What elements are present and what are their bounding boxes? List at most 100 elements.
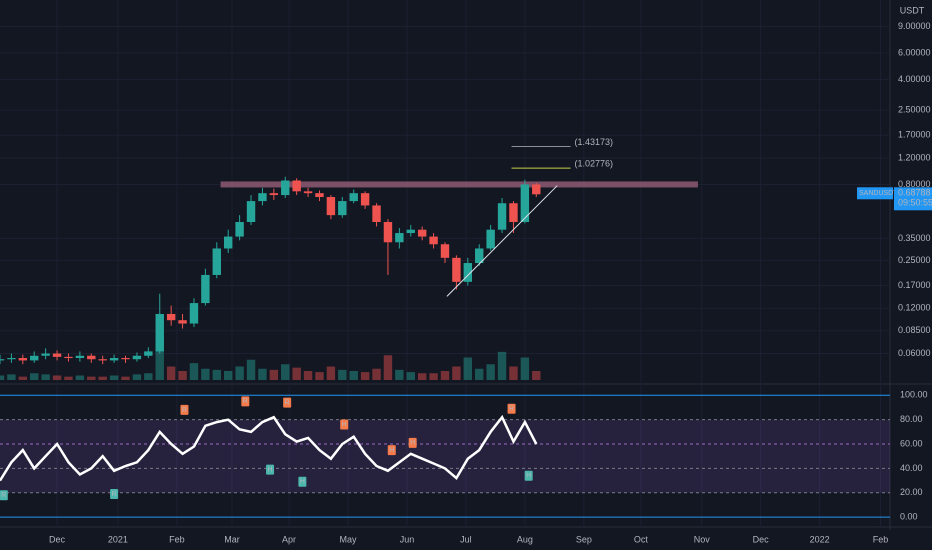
price-tag xyxy=(894,187,932,211)
y-tick-label: 0.12000 xyxy=(898,303,931,313)
volume-bar xyxy=(360,372,370,380)
candle-body xyxy=(155,313,164,352)
candle-body xyxy=(166,313,176,321)
marker xyxy=(524,470,533,481)
candle-body xyxy=(258,193,267,202)
volume-bar xyxy=(497,351,507,380)
x-tick-label: Jul xyxy=(460,534,472,544)
x-tick-label: Jun xyxy=(400,534,415,544)
volume-bar xyxy=(349,371,358,380)
candle-body xyxy=(417,229,427,237)
volume-bar xyxy=(406,372,415,380)
candle-body xyxy=(509,203,518,223)
oscillator-tick-label: 100.00 xyxy=(900,390,928,400)
marker xyxy=(298,476,307,487)
resistance-zone xyxy=(220,181,698,188)
symbol-tag xyxy=(857,187,893,200)
volume-bar xyxy=(166,366,176,380)
volume-bar xyxy=(41,374,50,380)
volume-bar xyxy=(417,373,427,380)
symbol-label: SANDUSDT xyxy=(859,190,898,197)
oscillator-line xyxy=(0,414,538,482)
volume-bar xyxy=(395,369,404,380)
marker-label: H xyxy=(268,466,273,473)
volume-bar xyxy=(258,368,267,380)
volume-bar xyxy=(87,376,96,380)
candle-body xyxy=(64,356,73,359)
volume-bar xyxy=(429,373,438,380)
candle-body xyxy=(292,180,301,192)
marker-label: R xyxy=(243,398,248,405)
candle-body xyxy=(463,263,473,282)
marker-label: H xyxy=(342,421,347,428)
volume-bar xyxy=(178,371,187,380)
candle-body xyxy=(132,355,142,360)
marker xyxy=(387,445,396,456)
candle-body xyxy=(452,257,461,282)
y-tick-label: 4.00000 xyxy=(898,74,931,84)
volume-bar xyxy=(121,376,130,380)
y-tick-label: 0.80000 xyxy=(898,179,931,189)
x-tick-label: Feb xyxy=(873,534,889,544)
x-tick-label: Mar xyxy=(224,534,240,544)
y-tick-label: 2.50000 xyxy=(898,104,931,114)
candle-body xyxy=(7,358,16,360)
x-tick-label: Dec xyxy=(49,534,66,544)
x-tick-label: Dec xyxy=(753,534,770,544)
volume-bar xyxy=(475,368,484,380)
x-tick-label: Nov xyxy=(694,534,711,544)
oscillator-tick-label: 80.00 xyxy=(900,414,923,424)
candle-body xyxy=(246,201,256,223)
candle-body xyxy=(224,236,233,249)
volume-bar xyxy=(452,366,461,380)
y-tick-label: 9.00000 xyxy=(898,21,931,31)
target-label: (1.02776) xyxy=(575,158,614,168)
volume-bar xyxy=(52,375,62,380)
y-tick-label: 0.06000 xyxy=(898,348,931,358)
candle-body xyxy=(281,180,290,196)
volume-bar xyxy=(520,357,530,380)
candle-body xyxy=(201,274,210,304)
volume-bar xyxy=(532,371,541,380)
trendline xyxy=(446,185,558,297)
candle-body xyxy=(30,355,39,361)
volume-bar xyxy=(338,369,347,380)
volume-bar xyxy=(7,374,16,380)
volume-bar xyxy=(0,375,5,380)
y-tick-label: 0.25000 xyxy=(898,255,931,265)
volume-bar xyxy=(155,335,164,380)
volume-bar xyxy=(144,373,153,380)
candle-body xyxy=(486,229,495,249)
candle-body xyxy=(121,358,130,360)
volume-bar xyxy=(509,366,518,380)
volume-bar xyxy=(75,375,85,380)
marker xyxy=(110,488,119,499)
currency-label: USDT xyxy=(900,5,925,15)
candle-body xyxy=(178,320,187,324)
candle-body xyxy=(75,355,85,359)
oscillator-tick-label: 20.00 xyxy=(900,487,923,497)
marker-label: H xyxy=(526,473,531,480)
marker-label: H xyxy=(300,479,305,486)
volume-bar xyxy=(212,369,221,380)
y-tick-label: 1.70000 xyxy=(898,130,931,140)
x-tick-label: May xyxy=(340,534,358,544)
candle-body xyxy=(212,248,221,275)
x-tick-label: Aug xyxy=(517,534,533,544)
y-tick-label: 0.17000 xyxy=(898,280,931,290)
candle-body xyxy=(235,222,244,237)
last-price: 0.68788 xyxy=(898,188,931,198)
volume-bar xyxy=(326,366,336,380)
volume-bar xyxy=(303,371,313,380)
x-tick-label: Sep xyxy=(576,534,592,544)
candle-body xyxy=(326,197,336,216)
marker-label: R xyxy=(112,491,117,498)
candle-body xyxy=(395,233,404,243)
volume-bar xyxy=(18,376,28,380)
candle-body xyxy=(475,248,484,264)
volume-bar xyxy=(132,374,142,380)
candle-body xyxy=(349,193,358,202)
x-tick-label: Apr xyxy=(282,534,296,544)
volume-bar xyxy=(109,375,119,380)
